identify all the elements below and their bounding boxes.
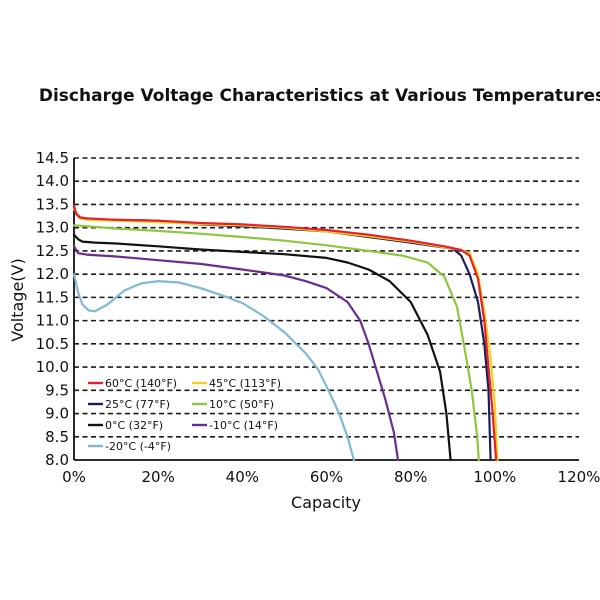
series-line: [72, 204, 498, 462]
y-tick-label: 13.0: [36, 219, 69, 237]
series-lines: [72, 204, 499, 462]
axes: [73, 158, 579, 461]
y-tick-label: 12.5: [36, 242, 69, 260]
legend-label: 10°C (50°F): [209, 398, 274, 411]
x-tick-label: 120%: [558, 468, 600, 486]
y-tick-label: 10.0: [36, 358, 69, 376]
y-tick-label: 12.0: [36, 265, 69, 283]
y-tick-label: 11.0: [36, 312, 69, 330]
series-line: [72, 224, 480, 462]
legend-label: -20°C (-4°F): [105, 440, 171, 453]
x-tick-label: 0%: [62, 468, 86, 486]
y-tick-label: 13.5: [36, 195, 69, 213]
y-tick-label: 8.5: [45, 428, 69, 446]
x-axis-label: Capacity: [291, 493, 361, 512]
legend-label: 25°C (77°F): [105, 398, 170, 411]
y-axis-label: Voltage(V): [8, 258, 27, 341]
y-tick-label: 10.5: [36, 335, 69, 353]
series-line: [72, 233, 452, 462]
y-tick-label: 11.5: [36, 288, 69, 306]
x-tick-label: 60%: [310, 468, 343, 486]
y-tick-label: 9.0: [45, 405, 69, 423]
legend-label: 45°C (113°F): [209, 377, 281, 390]
legend-label: 0°C (32°F): [105, 419, 163, 432]
legend: 60°C (140°F) 45°C (113°F) 25°C (77°F) 10°C …: [88, 377, 281, 453]
y-tick-labels: 8.0 8.5 9.0 9.5 10.0 10.5 11.0 11.5 12.0 12.5 13.0…: [36, 149, 69, 469]
x-tick-label: 100%: [473, 468, 516, 486]
series-line: [72, 245, 400, 462]
legend-label: -10°C (14°F): [209, 419, 278, 432]
series-line: [72, 273, 355, 462]
y-tick-label: 8.0: [45, 451, 69, 469]
x-tick-label: 80%: [394, 468, 427, 486]
x-tick-labels: 0% 20% 40% 60% 80% 100% 120%: [62, 468, 600, 486]
y-tick-label: 14.5: [36, 149, 69, 167]
y-tick-label: 14.0: [36, 172, 69, 190]
chart-title: Discharge Voltage Characteristics at Var…: [39, 86, 600, 106]
grid-lines: [74, 157, 579, 438]
x-tick-label: 20%: [141, 468, 174, 486]
legend-label: 60°C (140°F): [105, 377, 177, 390]
x-tick-label: 40%: [226, 468, 259, 486]
y-tick-label: 9.5: [45, 381, 69, 399]
